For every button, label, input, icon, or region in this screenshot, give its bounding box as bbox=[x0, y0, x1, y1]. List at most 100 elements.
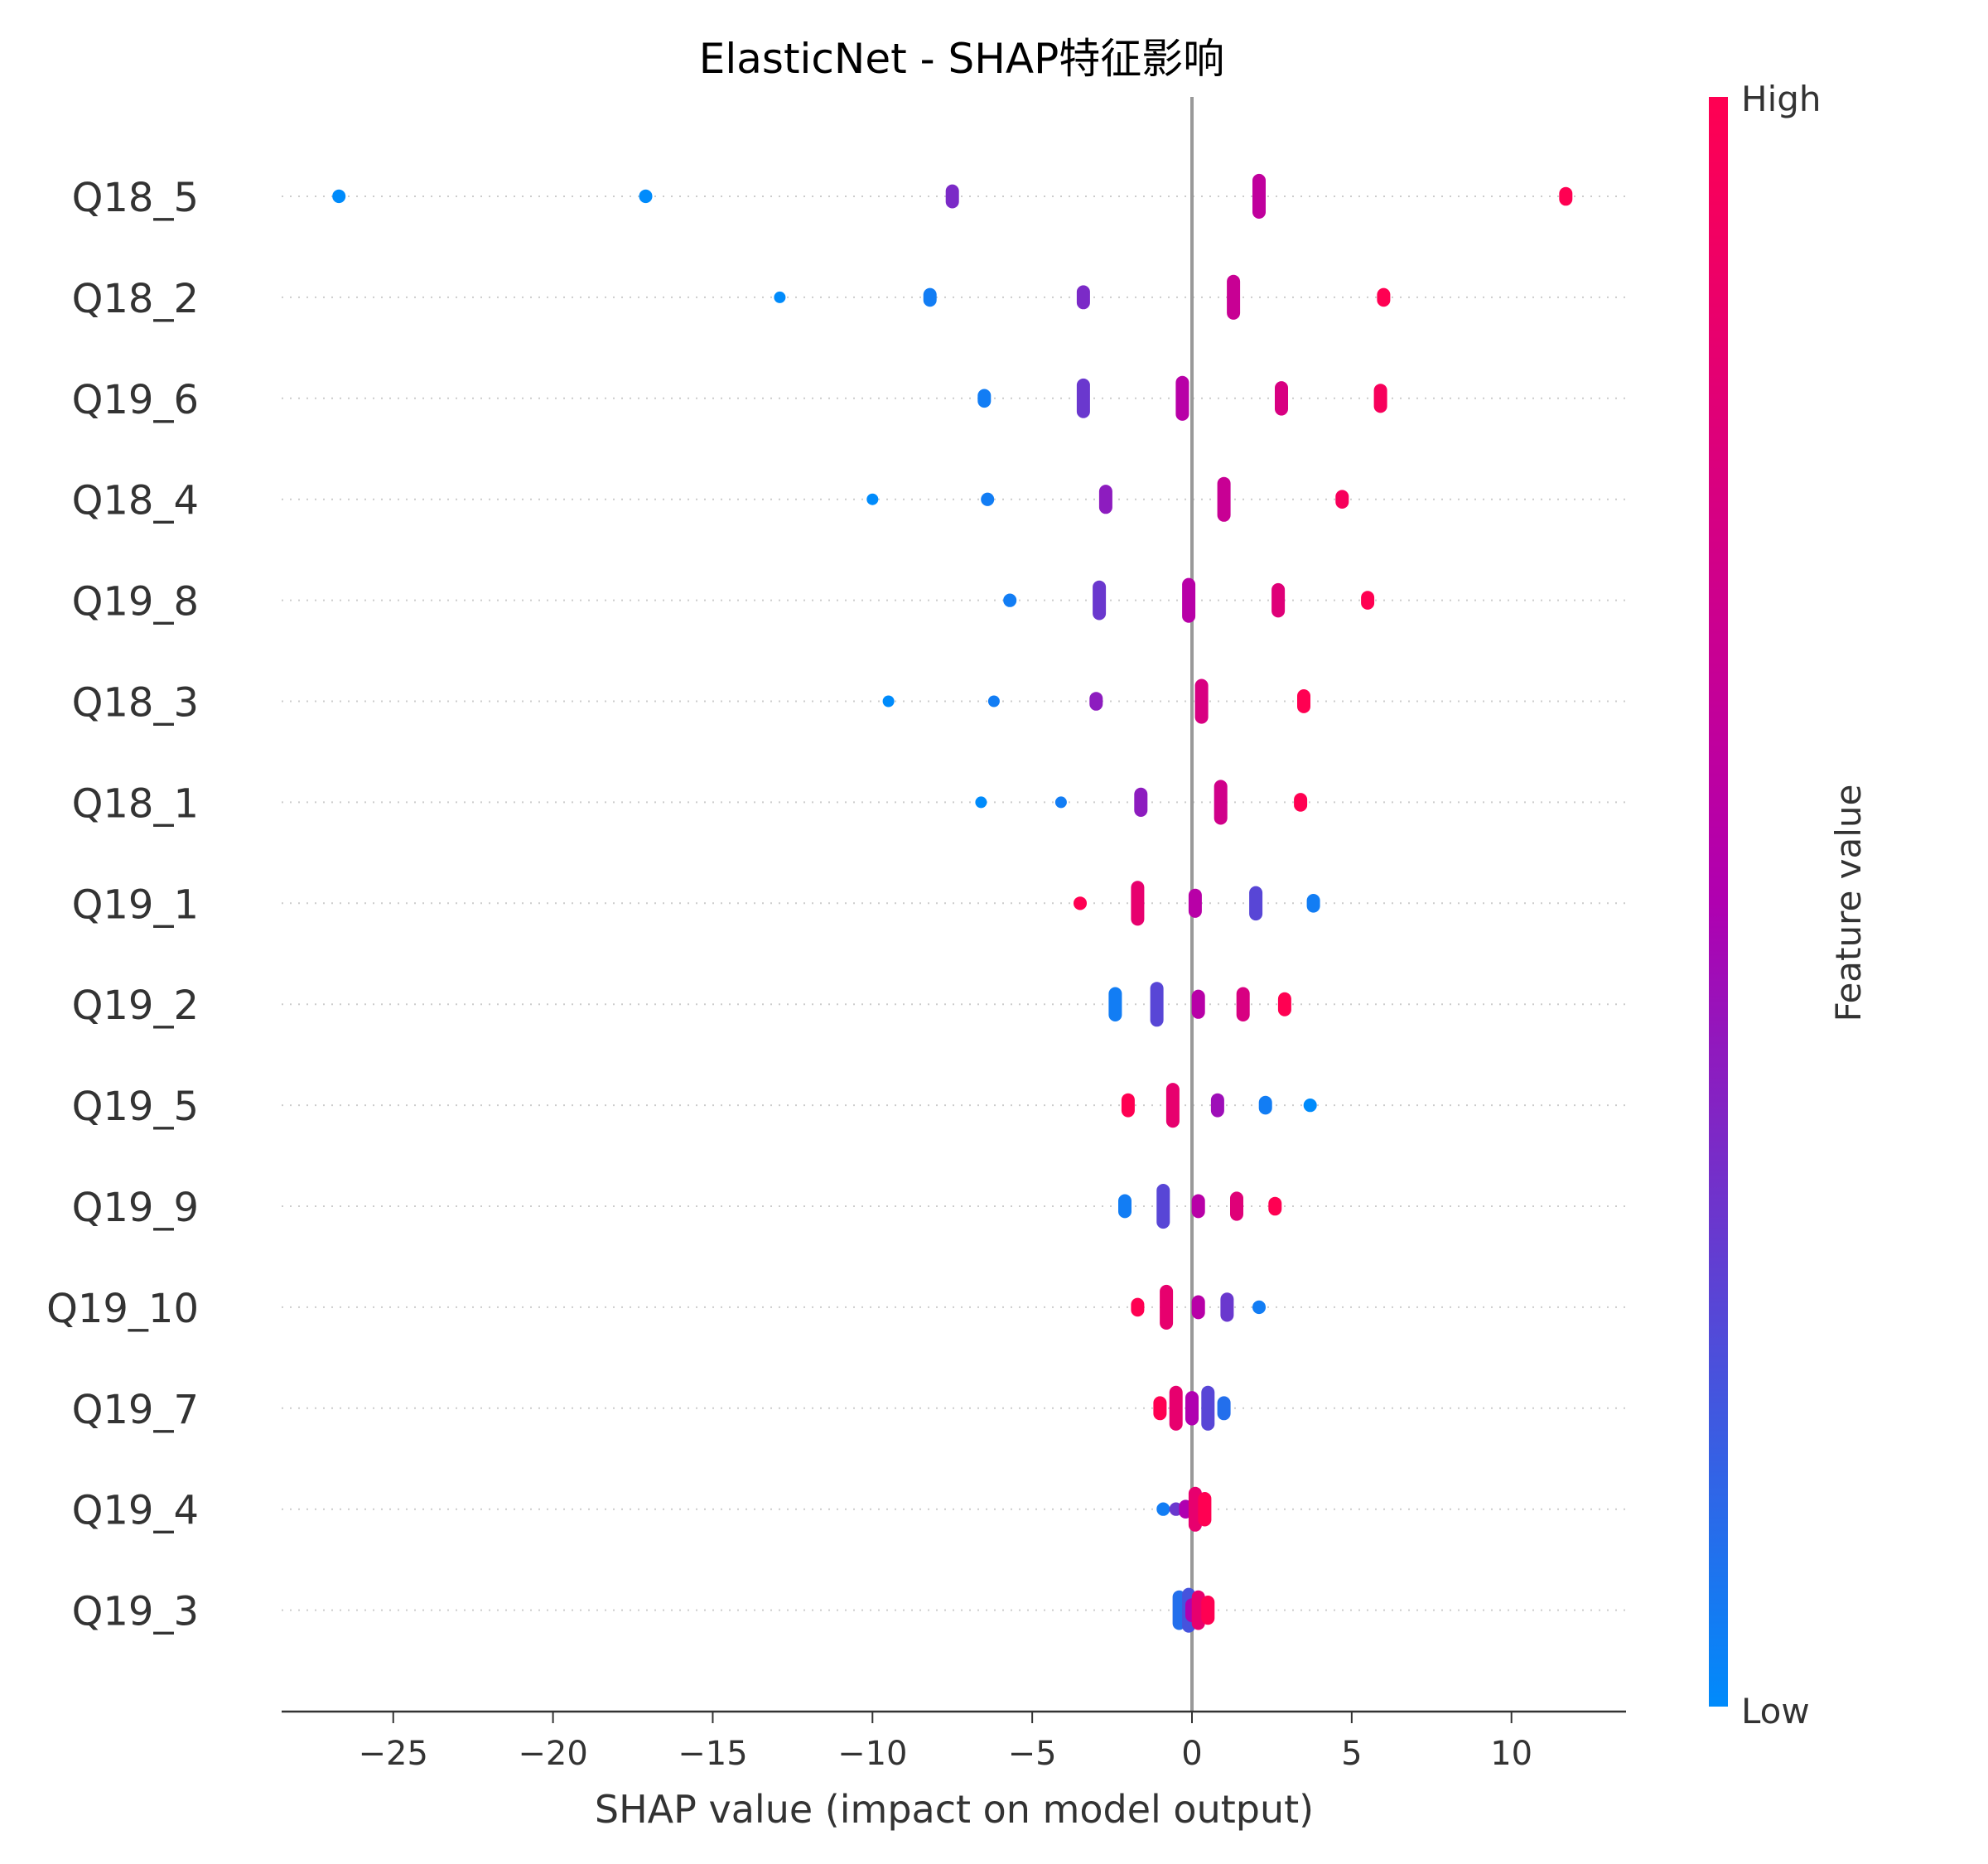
shap-point bbox=[1175, 376, 1189, 421]
shap-point bbox=[924, 288, 937, 307]
shap-point bbox=[1361, 591, 1374, 610]
shap-point bbox=[866, 494, 878, 505]
feature-label: Q19_10 bbox=[46, 1286, 199, 1332]
x-tick-label: 5 bbox=[1341, 1735, 1362, 1773]
feature-label: Q19_4 bbox=[72, 1488, 199, 1534]
x-tick-label: 10 bbox=[1490, 1735, 1532, 1773]
colorbar bbox=[1709, 97, 1728, 1707]
row-gridlines bbox=[282, 196, 1626, 1610]
shap-point bbox=[1077, 285, 1090, 309]
shap-point bbox=[1166, 1083, 1180, 1128]
shap-point bbox=[1003, 594, 1016, 607]
shap-point bbox=[1160, 1285, 1173, 1330]
shap-point bbox=[1227, 275, 1240, 320]
feature-label: Q18_3 bbox=[72, 680, 199, 727]
shap-point bbox=[1211, 1094, 1224, 1118]
shap-point bbox=[1089, 692, 1103, 711]
shap-point bbox=[1201, 1386, 1214, 1431]
shap-point bbox=[1278, 992, 1291, 1017]
shap-point bbox=[1201, 1596, 1214, 1625]
shap-point bbox=[774, 292, 785, 303]
x-tick-label: −20 bbox=[518, 1735, 587, 1773]
shap-point bbox=[1377, 288, 1390, 307]
shap-point bbox=[1189, 889, 1202, 918]
x-tick-label: −15 bbox=[678, 1735, 747, 1773]
shap-point bbox=[1275, 381, 1288, 416]
shap-point bbox=[1108, 988, 1122, 1022]
shap-point bbox=[1297, 689, 1310, 713]
shap-point bbox=[981, 493, 994, 506]
chart-title: ElasticNet - SHAP特征影响 bbox=[699, 35, 1224, 83]
feature-label: Q18_5 bbox=[72, 175, 199, 221]
shap-point bbox=[1374, 384, 1387, 413]
shap-point bbox=[1131, 1298, 1144, 1317]
shap-point bbox=[1122, 1094, 1135, 1118]
shap-point bbox=[1182, 578, 1195, 623]
feature-label: Q19_9 bbox=[72, 1185, 199, 1231]
shap-point bbox=[1198, 1492, 1211, 1527]
feature-label: Q19_1 bbox=[72, 881, 199, 928]
feature-label: Q18_1 bbox=[72, 780, 199, 827]
feature-label: Q19_2 bbox=[72, 983, 199, 1029]
shap-point bbox=[1118, 1195, 1132, 1219]
shap-point bbox=[1131, 881, 1144, 925]
shap-point bbox=[946, 185, 959, 209]
shap-point bbox=[1220, 1292, 1233, 1321]
shap-point bbox=[1185, 1391, 1199, 1426]
points-layer bbox=[332, 174, 1572, 1633]
shap-point bbox=[1077, 379, 1090, 418]
shap-point bbox=[1192, 990, 1205, 1019]
shap-point bbox=[1259, 1096, 1272, 1115]
shap-point bbox=[1249, 886, 1262, 921]
shap-point bbox=[332, 190, 345, 203]
colorbar-low-label: Low bbox=[1741, 1691, 1810, 1731]
colorbar-high-label: High bbox=[1741, 79, 1822, 119]
x-axis-title: SHAP value (impact on model output) bbox=[595, 1787, 1314, 1832]
shap-point bbox=[1218, 1396, 1231, 1420]
shap-point bbox=[1192, 1296, 1205, 1320]
shap-point bbox=[1304, 1099, 1317, 1112]
shap-point bbox=[1055, 796, 1067, 808]
shap-point bbox=[883, 696, 895, 707]
shap-point bbox=[1074, 896, 1087, 910]
feature-label: Q19_8 bbox=[72, 579, 199, 625]
x-tick-label: 0 bbox=[1181, 1735, 1202, 1773]
feature-label: Q19_3 bbox=[72, 1589, 199, 1635]
feature-labels: Q18_5 Q18_2 Q19_6 Q18_4 Q19_8 Q18_3 Q18_1 Q19_1… bbox=[46, 175, 199, 1635]
shap-point bbox=[1099, 485, 1112, 514]
shap-point bbox=[1156, 1184, 1170, 1229]
shap-point bbox=[1559, 187, 1572, 206]
shap-point bbox=[977, 389, 991, 408]
shap-point bbox=[1153, 1396, 1166, 1420]
feature-label: Q19_5 bbox=[72, 1084, 199, 1130]
shap-point bbox=[1307, 894, 1320, 913]
shap-point bbox=[1151, 982, 1164, 1026]
shap-point bbox=[1252, 1301, 1266, 1314]
shap-point bbox=[1134, 788, 1147, 817]
shap-point bbox=[1294, 793, 1307, 812]
x-tick-label: −5 bbox=[1008, 1735, 1057, 1773]
shap-point bbox=[639, 190, 653, 203]
shap-point bbox=[1271, 583, 1285, 618]
shap-point bbox=[1268, 1197, 1281, 1216]
shap-point bbox=[1156, 1503, 1170, 1516]
x-tick-label: −25 bbox=[359, 1735, 428, 1773]
shap-point bbox=[1170, 1386, 1183, 1431]
feature-label: Q19_6 bbox=[72, 377, 199, 423]
shap-point bbox=[975, 796, 987, 808]
feature-label: Q18_2 bbox=[72, 276, 199, 322]
x-axis-ticks: −25 −20 −15 −10 −5 0 5 10 bbox=[359, 1712, 1533, 1773]
shap-point bbox=[1335, 490, 1349, 509]
shap-point bbox=[1195, 679, 1209, 724]
shap-point bbox=[1093, 581, 1106, 621]
shap-point bbox=[988, 696, 1000, 707]
feature-label: Q19_7 bbox=[72, 1387, 199, 1433]
shap-point bbox=[1192, 1195, 1205, 1219]
shap-point bbox=[1230, 1191, 1243, 1220]
feature-label: Q18_4 bbox=[72, 478, 199, 524]
shap-point bbox=[1237, 988, 1250, 1022]
shap-point bbox=[1252, 174, 1266, 219]
shap-point bbox=[1218, 477, 1231, 522]
x-tick-label: −10 bbox=[837, 1735, 907, 1773]
